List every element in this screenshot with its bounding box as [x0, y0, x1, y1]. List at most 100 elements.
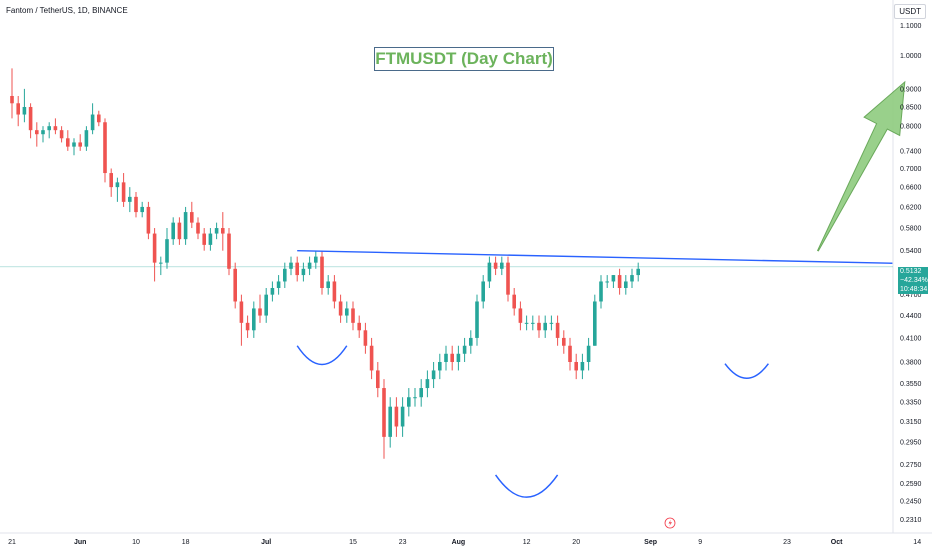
candle-body	[518, 308, 523, 323]
price-tick-label: 0.3150	[900, 419, 922, 426]
candle-body	[233, 268, 237, 302]
candle-body	[264, 294, 268, 316]
candle-body	[227, 233, 231, 269]
price-tick-label: 0.7400	[900, 148, 922, 155]
neckline	[297, 249, 893, 264]
candle-body	[469, 337, 473, 346]
candle-body	[475, 301, 479, 338]
target-arrow	[816, 80, 906, 252]
candle-body	[531, 322, 535, 324]
candle-body	[326, 281, 330, 288]
time-tick-label: 21	[8, 539, 16, 546]
price-tick-label: 0.3800	[900, 359, 922, 366]
candle-body	[97, 114, 101, 123]
event-bolt-icon-glyph	[668, 519, 672, 527]
candle-body	[121, 182, 126, 202]
candle-body	[382, 388, 386, 437]
candle-body	[338, 301, 343, 316]
candle-body	[617, 275, 622, 288]
candle-body	[444, 353, 448, 362]
candle-body	[295, 262, 299, 276]
time-tick-label: 23	[399, 539, 407, 546]
candles	[10, 68, 640, 459]
price-tick-label: 0.8500	[900, 104, 922, 111]
price-tick-label: 0.6600	[900, 185, 922, 192]
price-change: −42.34%	[900, 277, 928, 284]
candle-body	[450, 353, 454, 362]
chart-title: FTMUSDT (Day Chart)	[374, 47, 554, 71]
candle-body	[493, 262, 498, 269]
candle-body	[605, 281, 609, 283]
candle-body	[221, 228, 225, 234]
candle-body	[245, 322, 250, 331]
candle-body	[47, 126, 51, 131]
price-tick-label: 0.2450	[900, 499, 922, 506]
candle-body	[53, 126, 58, 131]
candle-body	[320, 256, 324, 288]
candle-body	[239, 301, 244, 323]
time-tick-label: Jun	[74, 539, 86, 546]
candle-body	[543, 322, 547, 331]
price-axis[interactable]: 1.1000 1.0000 0.9000 0.8500 0.8000 0.7400 0.70…	[900, 23, 922, 524]
candle-body	[283, 268, 287, 282]
candle-body	[400, 406, 405, 427]
time-tick-label: 23	[783, 539, 791, 546]
time-tick-label: 15	[349, 539, 357, 546]
candle-body	[537, 322, 541, 331]
candle-body	[301, 268, 306, 276]
candle-body	[357, 322, 361, 331]
candle-body	[276, 281, 281, 288]
price-tick-label: 0.7000	[900, 166, 922, 173]
price-tick-label: 0.2750	[900, 462, 922, 469]
candle-body	[165, 239, 169, 263]
candle-body	[90, 114, 95, 131]
candle-body	[407, 397, 411, 407]
candle-body	[636, 268, 640, 276]
candle-body	[59, 130, 64, 139]
candle-countdown: 10:48:34	[900, 286, 928, 293]
price-tick-label: 0.6200	[900, 204, 922, 211]
pattern-curve	[494, 474, 559, 498]
candle-body	[369, 345, 374, 371]
price-tick-label: 0.4100	[900, 335, 922, 342]
candle-body	[351, 308, 355, 323]
currency-button[interactable]: USDT	[894, 4, 926, 19]
time-axis[interactable]: 21Jun1018Jul1523Aug1220Sep923Oct1422	[8, 539, 932, 546]
symbol-label: Fantom / TetherUS, 1D, BINANCE	[6, 6, 128, 15]
candle-body	[84, 130, 89, 147]
candle-body	[555, 322, 560, 338]
candle-body	[115, 182, 120, 188]
last-price-tag: 0.5132 −42.34% 10:48:34	[898, 267, 928, 294]
candle-body	[376, 370, 380, 389]
candle-body	[500, 262, 504, 269]
candle-body	[134, 196, 138, 213]
price-tick-label: 1.1000	[900, 23, 922, 30]
candle-body	[41, 130, 45, 135]
candle-body	[314, 256, 318, 263]
candle-body	[78, 142, 82, 147]
candle-body	[128, 196, 132, 202]
overlays	[296, 80, 906, 529]
candle-body	[512, 294, 516, 309]
candle-body	[413, 397, 417, 399]
time-tick-label: Sep	[644, 539, 657, 546]
candle-body	[183, 212, 188, 240]
candle-body	[363, 330, 368, 346]
candle-body	[487, 262, 492, 282]
time-tick-label: Aug	[452, 539, 466, 546]
candle-body	[599, 281, 603, 302]
candle-body	[307, 262, 312, 269]
candle-body	[438, 361, 442, 371]
candle-body	[208, 233, 213, 245]
candle-body	[506, 262, 510, 295]
candle-body	[481, 281, 485, 302]
pattern-curve	[724, 363, 770, 379]
candle-body	[214, 228, 219, 234]
candle-body	[611, 275, 616, 282]
last-price: 0.5132	[900, 268, 922, 275]
price-tick-label: 1.0000	[900, 53, 922, 60]
grid	[0, 0, 932, 534]
time-tick-label: 14	[913, 539, 921, 546]
candle-body	[549, 322, 554, 324]
